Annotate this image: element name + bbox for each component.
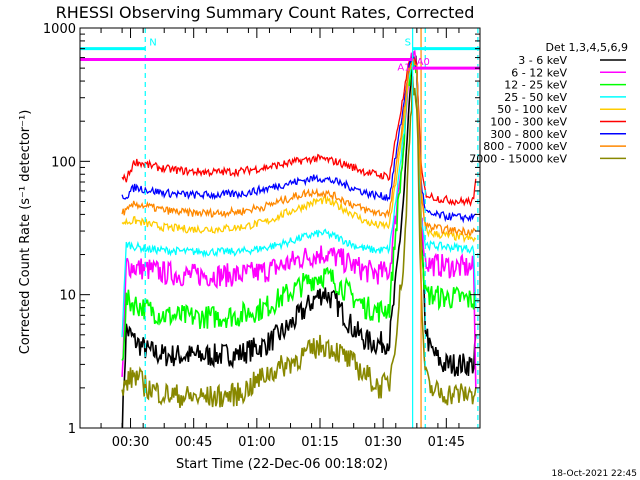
legend-label-2: 12 - 25 keV xyxy=(504,79,567,92)
x-tick-label-4: 01:30 xyxy=(364,435,401,450)
timestamp-label: 18-Oct-2021 22:45 xyxy=(552,469,637,479)
x-tick-label-1: 00:45 xyxy=(175,435,212,450)
state-bar-label-S: S xyxy=(405,38,411,49)
series-line-4 xyxy=(121,55,477,244)
state-bar-label-N: N xyxy=(149,38,156,49)
legend-label-6: 300 - 800 keV xyxy=(490,128,567,141)
legend-label-8: 7000 - 15000 keV xyxy=(469,152,567,165)
y-tick-label-3: 1000 xyxy=(43,22,76,37)
legend-label-4: 50 - 100 keV xyxy=(497,103,567,116)
y-axis-label: Corrected Count Rate (s⁻¹ detector⁻¹) xyxy=(18,110,33,355)
x-tick-label-5: 01:45 xyxy=(428,435,465,450)
x-tick-label-2: 01:00 xyxy=(238,435,275,450)
series-layer xyxy=(121,49,477,428)
x-tick-label-3: 01:15 xyxy=(301,435,338,450)
chart-title: RHESSI Observing Summary Count Rates, Co… xyxy=(56,3,475,22)
legend-label-7: 800 - 7000 keV xyxy=(483,140,567,153)
series-line-5 xyxy=(121,54,477,207)
y-tick-label-2: 100 xyxy=(51,155,76,170)
legend-label-0: 3 - 6 keV xyxy=(518,54,567,67)
plot-frame xyxy=(79,27,481,429)
legend-label-3: 25 - 50 keV xyxy=(504,91,567,104)
legend-label-5: 100 - 300 keV xyxy=(490,116,567,129)
state-bar-label-A0: A0 xyxy=(417,57,430,68)
series-line-7 xyxy=(121,58,477,236)
x-axis-label: Start Time (22-Dec-06 00:18:02) xyxy=(176,457,388,472)
legend-label-1: 6 - 12 keV xyxy=(511,66,567,79)
series-line-8 xyxy=(121,76,477,408)
x-tick-label-0: 00:30 xyxy=(112,435,149,450)
legend-title: Det 1,3,4,5,6,9 xyxy=(545,41,628,54)
y-tick-label-0: 1 xyxy=(68,422,76,437)
plot-area: N A1 A0 S 1 10 100 1000 00:30 00:45 01:00 01:15 01:3… xyxy=(43,22,481,450)
state-bar-label-A1: A1 xyxy=(397,63,410,74)
y-tick-label-1: 10 xyxy=(59,289,76,304)
